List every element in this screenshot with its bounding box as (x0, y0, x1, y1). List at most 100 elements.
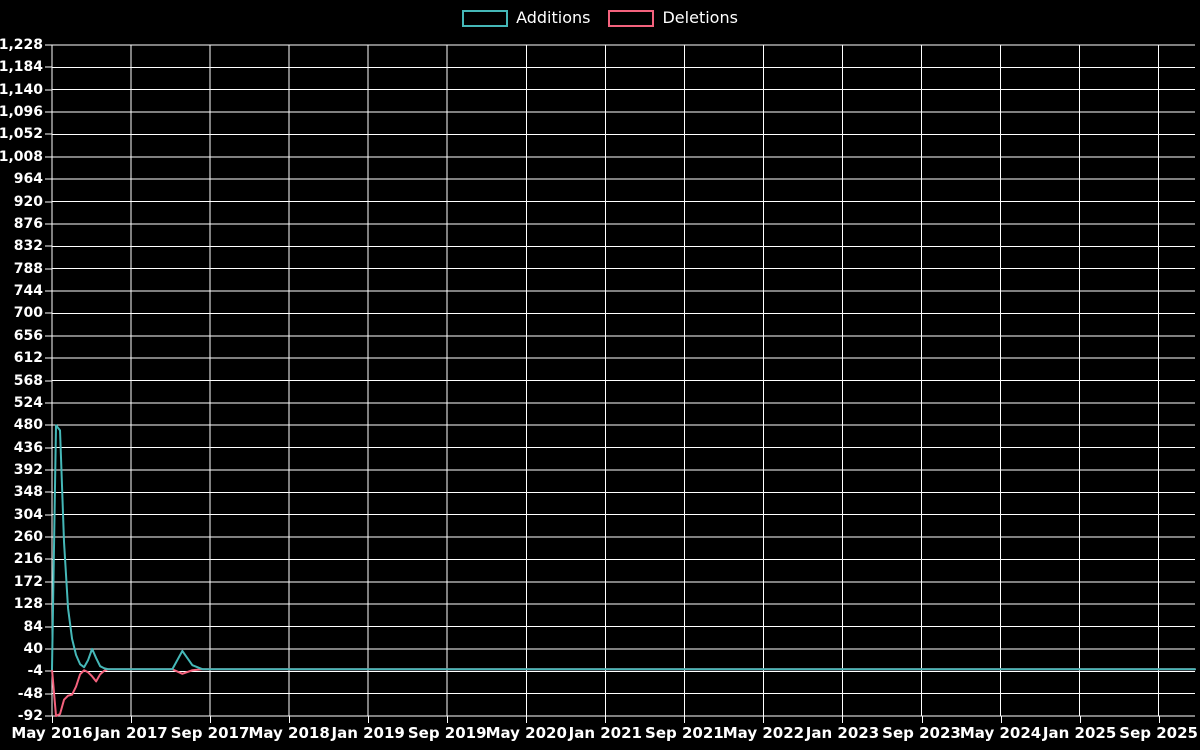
y-tick-label: -4 (27, 663, 43, 680)
series-line-deletions (51, 668, 1196, 717)
y-tick-mark (45, 536, 52, 538)
plot-area (51, 44, 1196, 717)
y-tick-mark (45, 514, 52, 516)
y-tick-mark (45, 670, 52, 672)
legend-label-deletions: Deletions (662, 8, 738, 27)
y-tick-mark (45, 424, 52, 426)
y-tick-mark (45, 201, 52, 203)
y-tick-label: 876 (13, 215, 43, 232)
x-tick-mark (131, 716, 133, 723)
y-tick-mark (45, 357, 52, 359)
y-tick-mark (45, 380, 52, 381)
y-tick-mark (45, 447, 52, 449)
x-tick-mark (526, 716, 528, 723)
y-tick-label: 480 (13, 417, 43, 434)
x-tick-label: Sep 2017 (170, 724, 250, 742)
x-tick-label: May 2022 (722, 724, 805, 742)
x-tick-mark (368, 716, 370, 723)
y-tick-label: 1,184 (0, 59, 43, 76)
y-tick-mark (45, 290, 52, 292)
chart-gridlines (51, 44, 1195, 717)
legend-swatch-deletions-icon (608, 9, 655, 27)
x-tick-mark (921, 716, 923, 723)
y-tick-mark (45, 603, 52, 605)
y-tick-mark (45, 178, 52, 180)
y-tick-label: 568 (13, 372, 43, 389)
y-tick-label: 1,140 (0, 81, 43, 98)
x-tick-mark (605, 716, 607, 723)
y-tick-mark (45, 491, 52, 493)
x-tick-label: May 2018 (248, 724, 330, 742)
y-tick-mark (45, 111, 52, 113)
y-tick-label: 832 (13, 238, 43, 255)
x-tick-mark (1000, 716, 1002, 723)
x-tick-mark (1158, 716, 1160, 723)
y-tick-label: 656 (13, 327, 43, 344)
legend-entry-deletions[interactable]: Deletions (608, 8, 738, 27)
legend-entry-additions[interactable]: Additions (462, 9, 590, 27)
x-tick-mark (52, 716, 53, 723)
x-tick-label: Jan 2023 (805, 724, 880, 742)
y-tick-label: 964 (13, 171, 43, 188)
x-tick-mark (289, 716, 291, 723)
y-tick-mark (45, 245, 52, 247)
y-tick-label: 128 (13, 596, 43, 613)
y-tick-mark (45, 715, 52, 717)
y-tick-label: 1,228 (0, 37, 43, 53)
x-tick-mark (684, 716, 686, 723)
x-tick-label: May 2024 (959, 724, 1042, 742)
y-tick-label: 612 (13, 350, 43, 367)
y-tick-mark (45, 312, 52, 314)
x-tick-label: Jan 2017 (94, 724, 168, 742)
x-tick-mark (763, 716, 765, 723)
y-tick-label: 172 (13, 573, 43, 590)
y-tick-mark (45, 626, 52, 628)
y-tick-label: 260 (13, 529, 43, 546)
y-tick-label: 40 (23, 640, 43, 657)
x-tick-label: May 2016 (11, 724, 93, 742)
x-tick-mark (447, 716, 449, 723)
y-tick-label: 304 (13, 506, 43, 523)
x-tick-mark (842, 716, 844, 723)
x-tick-label: May 2020 (485, 724, 567, 742)
x-tick-label: Sep 2019 (407, 724, 487, 742)
y-tick-label: 392 (13, 461, 43, 478)
x-tick-label: Jan 2021 (568, 724, 642, 742)
y-tick-mark (45, 66, 52, 68)
y-tick-label: 216 (13, 551, 43, 568)
x-tick-label: Jan 2019 (331, 724, 405, 742)
y-tick-mark (45, 402, 52, 404)
y-tick-mark (45, 469, 52, 471)
x-tick-label: Jan 2025 (1042, 724, 1117, 742)
y-tick-label: 1,008 (0, 148, 43, 165)
y-tick-label: -48 (17, 685, 43, 702)
y-tick-label: 700 (13, 305, 43, 322)
y-tick-label: 436 (13, 439, 43, 456)
x-axis: May 2016 Jan 2017 Sep 2017 May 2018 Jan 2019… (11, 716, 1198, 750)
y-tick-mark (45, 44, 52, 46)
y-tick-mark (45, 648, 52, 650)
y-tick-label: 1,052 (0, 126, 43, 143)
y-tick-mark (45, 335, 52, 337)
y-tick-label: 84 (23, 618, 43, 635)
y-tick-label: 920 (13, 193, 43, 210)
chart-legend: Additions Deletions (0, 0, 1200, 36)
y-tick-mark (45, 156, 52, 158)
y-tick-label: 348 (13, 484, 43, 501)
y-tick-mark (45, 133, 52, 135)
y-tick-label: 524 (13, 394, 43, 411)
x-tick-label: Sep 2023 (882, 724, 961, 742)
y-tick-label: 1,096 (0, 104, 43, 121)
y-tick-mark (45, 581, 52, 583)
y-axis: 1,228 1,184 1,140 1,096 1,052 1,008 964 920 876 8… (0, 38, 52, 723)
y-tick-label: 788 (13, 260, 43, 277)
y-tick-label: -92 (17, 708, 43, 724)
legend-swatch-additions-icon (462, 9, 509, 27)
y-tick-mark (45, 223, 52, 225)
y-tick-mark (45, 558, 52, 560)
y-tick-mark (45, 268, 52, 270)
x-tick-label: Sep 2021 (645, 724, 724, 742)
x-tick-label: Sep 2025 (1119, 724, 1198, 742)
y-tick-mark (45, 693, 52, 695)
